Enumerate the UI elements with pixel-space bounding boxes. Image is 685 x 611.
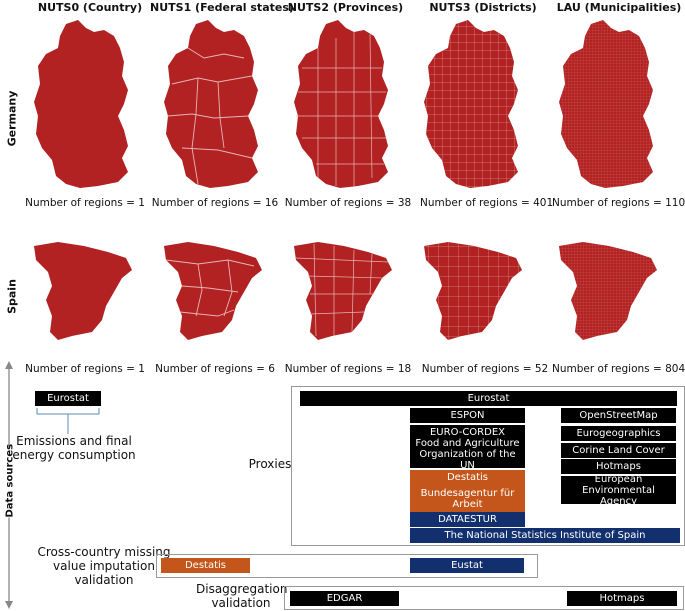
column-title-nuts0: NUTS0 (Country) (37, 1, 143, 14)
spain-count-nuts1: Number of regions = 6 (155, 363, 275, 375)
proxy-bar-openstreetmap: OpenStreetMap (561, 408, 676, 423)
disaggregation-box (284, 586, 684, 610)
proxy-bar-eea: European Environmental Agency (561, 474, 676, 507)
spain-count-lau: Number of regions = 8043 (552, 363, 685, 375)
disaggregation-bar-edgar: EDGAR (290, 591, 399, 606)
spain-count-nuts2: Number of regions = 18 (284, 363, 412, 375)
proxy-bar-fao: Food and Agriculture Organization of the… (410, 438, 525, 471)
emissions-bracket (36, 408, 100, 434)
proxy-bar-euro-cordex: EURO-CORDEX (410, 425, 525, 440)
column-title-lau: LAU (Municipalities) (556, 1, 682, 14)
proxies-label: Proxies (248, 457, 292, 471)
spain-map-nuts3 (424, 242, 522, 340)
column-title-nuts1: NUTS1 (Federal states) (150, 1, 294, 14)
disaggregation-label: Disaggregation validation (196, 582, 288, 610)
germany-map-nuts2 (294, 20, 388, 188)
germany-map-lau (559, 20, 653, 188)
germany-map-nuts1 (164, 20, 258, 188)
proxy-bar-eurostat: Eurostat (300, 391, 677, 406)
row-title-germany: Germany (5, 90, 19, 147)
proxy-bar-bundesagentur: Bundesagentur für Arbeit (410, 485, 525, 513)
spain-map-lau (559, 242, 657, 340)
imputation-label: Cross-country missing value imputation v… (37, 545, 171, 587)
proxy-bar-ine-spain: The National Statistics Institute of Spa… (410, 528, 680, 543)
proxy-bar-dataestur: DATAESTUR (410, 512, 525, 527)
column-title-nuts3: NUTS3 (Districts) (429, 1, 537, 14)
spain-map-nuts2 (294, 242, 392, 340)
spain-map-nuts1 (164, 242, 262, 340)
imputation-box (156, 554, 538, 578)
spain-map-nuts0 (34, 242, 132, 340)
imputation-bar-eustat: Eustat (410, 558, 524, 573)
emissions-label: Emissions and final energy consumption (12, 434, 136, 462)
germany-map-nuts3 (424, 20, 518, 188)
column-title-nuts2: NUTS2 (Provinces) (287, 1, 404, 14)
germany-map-nuts0 (34, 20, 128, 188)
emissions-source-bar: Eurostat (35, 391, 101, 406)
proxy-bar-eurogeographics: Eurogeographics (561, 426, 676, 441)
spain-count-nuts0: Number of regions = 1 (25, 363, 145, 375)
proxy-bar-hotmaps: Hotmaps (561, 459, 676, 474)
proxy-bar-destatis: Destatis (410, 470, 525, 485)
disaggregation-bar-hotmaps: Hotmaps (567, 591, 677, 606)
spain-count-nuts3: Number of regions = 52 (421, 363, 549, 375)
proxy-bar-espon: ESPON (410, 408, 525, 423)
row-title-spain: Spain (5, 279, 19, 314)
proxy-bar-corine: Corine Land Cover (561, 443, 676, 458)
germany-count-nuts0: Number of regions = 1 (25, 197, 145, 209)
imputation-bar-destatis: Destatis (161, 558, 250, 573)
germany-count-nuts1: Number of regions = 16 (151, 197, 279, 209)
germany-count-nuts3: Number of regions = 401 (420, 197, 554, 209)
germany-count-nuts2: Number of regions = 38 (284, 197, 412, 209)
germany-count-lau: Number of regions = 11001 (552, 197, 685, 209)
